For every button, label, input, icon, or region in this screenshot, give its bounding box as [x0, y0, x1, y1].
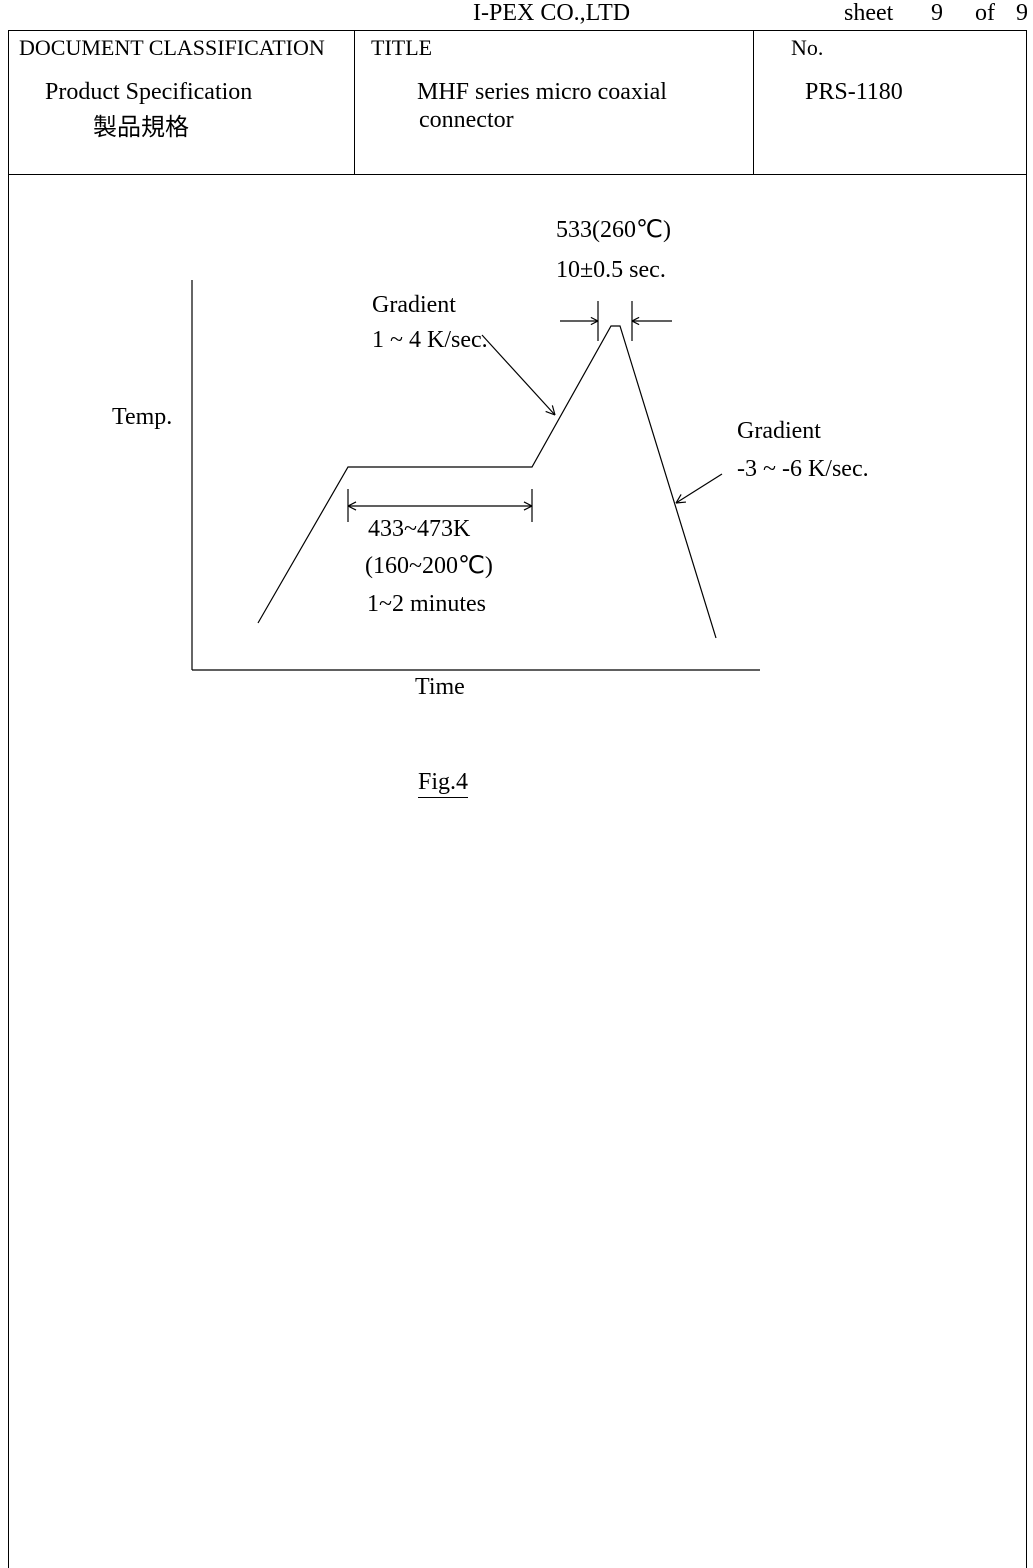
plateau-label-3: 1~2 minutes: [367, 591, 486, 618]
page: I-PEX CO.,LTD sheet 9 of 9 DOCUMENT CLAS…: [0, 0, 1033, 1567]
gradient-down-label-1: Gradient: [737, 418, 821, 445]
peak-temp-label: 533(260℃): [556, 215, 671, 244]
gradient-up-label-1: Gradient: [372, 292, 456, 319]
figure-caption: Fig.4: [418, 769, 468, 798]
gradient-down-label-2: -3 ~ -6 K/sec.: [737, 456, 869, 483]
reflow-profile-diagram: [0, 0, 1033, 1567]
plateau-label-2: (160~200℃): [365, 551, 493, 580]
peak-time-label: 10±0.5 sec.: [556, 257, 666, 284]
y-axis-label: Temp.: [112, 404, 172, 431]
x-axis-label: Time: [415, 674, 465, 701]
gradient-up-label-2: 1 ~ 4 K/sec.: [372, 327, 488, 354]
plateau-label-1: 433~473K: [368, 516, 470, 543]
